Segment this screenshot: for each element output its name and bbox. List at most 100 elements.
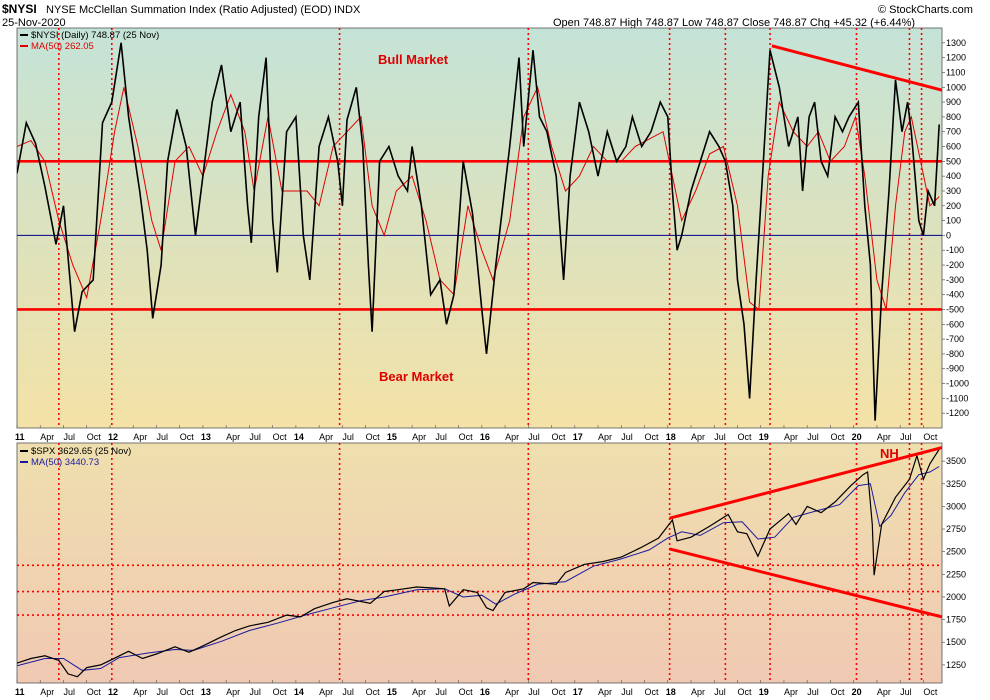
x-tick-label-bottom: 18	[666, 687, 676, 697]
x-tick-label-top: Jul	[156, 432, 168, 442]
header-watermark: © StockCharts.com	[878, 4, 973, 16]
x-tick-label-bottom: Jul	[435, 687, 447, 697]
top-y-tick-label: 0	[946, 230, 951, 240]
nysi-ma50-line	[17, 85, 940, 311]
top-y-tick-label: 1300	[946, 38, 966, 48]
top-y-tick-label: -100	[946, 245, 964, 255]
x-tick-label-bottom: Apr	[598, 687, 612, 697]
x-tick-label-top: Jul	[435, 432, 447, 442]
top-horizontal-lines	[17, 160, 942, 311]
bottom-y-tick-label: 3250	[946, 479, 966, 489]
x-tick-label-bottom: Oct	[180, 687, 195, 697]
top-y-tick-label: -800	[946, 349, 964, 359]
x-tick-label-top: 17	[573, 432, 583, 442]
x-tick-label-bottom: Apr	[412, 687, 426, 697]
x-tick-label-top: Oct	[459, 432, 474, 442]
bull-market-label: Bull Market	[378, 52, 449, 67]
x-tick-label-bottom: Jul	[714, 687, 726, 697]
x-tick-label-bottom: 14	[294, 687, 304, 697]
top-y-tick-label: -1200	[946, 408, 969, 418]
x-tick-label-bottom: Apr	[319, 687, 333, 697]
x-tick-label-bottom: 12	[108, 687, 118, 697]
x-tick-label-bottom: Oct	[737, 687, 752, 697]
x-tick-label-top: Apr	[226, 432, 240, 442]
x-tick-label-top: Oct	[552, 432, 567, 442]
x-axis-bottom: 11 Apr Jul Oct 12 Apr Jul Oct 13 Apr Jul Oct 14 Apr Ju…	[15, 680, 938, 697]
top-y-tick-label: -200	[946, 260, 964, 270]
x-tick-label-top: Jul	[900, 432, 912, 442]
top-y-tick-label: 900	[946, 97, 961, 107]
x-tick-label-bottom: Apr	[226, 687, 240, 697]
x-tick-label-bottom: Jul	[621, 687, 633, 697]
x-tick-label-bottom: Oct	[273, 687, 288, 697]
bottom-y-tick-label: 1750	[946, 615, 966, 625]
x-tick-label-bottom: Jul	[342, 687, 354, 697]
x-tick-label-top: Apr	[412, 432, 426, 442]
x-tick-label-top: Apr	[319, 432, 333, 442]
x-tick-label-top: 19	[759, 432, 769, 442]
bottom-y-axis: 1250 1500 1750 2000 2250 2500 2750 3000 3250 3500	[942, 456, 966, 670]
x-tick-label-top: Apr	[505, 432, 519, 442]
header-exchange: INDX	[334, 4, 361, 16]
top-y-tick-label: 800	[946, 112, 961, 122]
x-tick-label-top: Jul	[807, 432, 819, 442]
top-y-tick-label: -1000	[946, 379, 969, 389]
x-tick-label-bottom: Apr	[505, 687, 519, 697]
spx-line	[17, 448, 940, 678]
top-y-axis: -1200-1100-1000-900-800-700-600-500-400-…	[942, 38, 969, 418]
bottom-legend: $SPX 3629.65 (25 Nov) MA(50) 3440.73	[20, 446, 131, 468]
x-axis-top: 11 Apr Jul Oct 12 Apr Jul Oct 13 Apr Jul Oct 14 Apr Ju…	[15, 425, 938, 442]
spx-lower-channel	[669, 547, 942, 619]
x-tick-label-top: 20	[852, 432, 862, 442]
x-tick-label-bottom: Oct	[87, 687, 102, 697]
nysi-trendline	[771, 44, 942, 92]
x-tick-label-bottom: Apr	[40, 687, 54, 697]
x-tick-label-top: 13	[201, 432, 211, 442]
x-tick-label-top: Apr	[133, 432, 147, 442]
top-legend-price: $NYSI (Daily) 748.87 (25 Nov)	[31, 30, 159, 41]
top-y-tick-label: -300	[946, 275, 964, 285]
bottom-dotted-levels	[17, 564, 942, 616]
x-tick-label-bottom: Apr	[691, 687, 705, 697]
x-tick-label-top: Jul	[621, 432, 633, 442]
x-tick-label-bottom: 19	[759, 687, 769, 697]
top-y-tick-label: -900	[946, 364, 964, 374]
x-tick-label-top: 16	[480, 432, 490, 442]
top-y-tick-label: -1100	[946, 393, 968, 403]
bottom-legend-price: $SPX 3629.65 (25 Nov)	[31, 446, 131, 457]
x-tick-label-bottom: Apr	[877, 687, 891, 697]
x-tick-label-bottom: Jul	[807, 687, 819, 697]
x-tick-label-bottom: Jul	[249, 687, 261, 697]
bottom-y-tick-label: 1500	[946, 637, 966, 647]
x-tick-label-top: Jul	[63, 432, 75, 442]
x-tick-label-top: Jul	[342, 432, 354, 442]
x-tick-label-top: Jul	[249, 432, 261, 442]
header-symbol: $NYSI	[2, 2, 37, 16]
x-tick-label-bottom: 11	[15, 687, 25, 697]
x-tick-label-bottom: Jul	[156, 687, 168, 697]
x-tick-label-top: Oct	[87, 432, 102, 442]
x-tick-label-top: 18	[666, 432, 676, 442]
x-tick-label-top: Oct	[273, 432, 288, 442]
top-panel	[16, 27, 943, 429]
top-y-tick-label: 700	[946, 127, 961, 137]
x-tick-label-bottom: 15	[387, 687, 397, 697]
x-tick-label-top: Oct	[923, 432, 938, 442]
x-tick-label-bottom: Oct	[366, 687, 381, 697]
top-y-tick-label: -500	[946, 304, 964, 314]
header-title: NYSE McClellan Summation Index (Ratio Ad…	[46, 4, 332, 16]
top-y-tick-label: 500	[946, 156, 961, 166]
top-y-tick-label: 1100	[946, 67, 965, 77]
x-tick-label-top: Apr	[784, 432, 798, 442]
bottom-y-tick-label: 2250	[946, 569, 966, 579]
x-tick-label-top: Apr	[691, 432, 705, 442]
x-tick-label-bottom: 20	[852, 687, 862, 697]
x-tick-label-top: Apr	[598, 432, 612, 442]
bottom-legend-ma: MA(50) 3440.73	[31, 457, 99, 468]
x-tick-label-top: 12	[108, 432, 118, 442]
x-tick-label-top: Jul	[714, 432, 726, 442]
spx-upper-channel	[669, 446, 942, 520]
bottom-y-tick-label: 2750	[946, 524, 966, 534]
top-y-tick-label: 1000	[946, 82, 966, 92]
